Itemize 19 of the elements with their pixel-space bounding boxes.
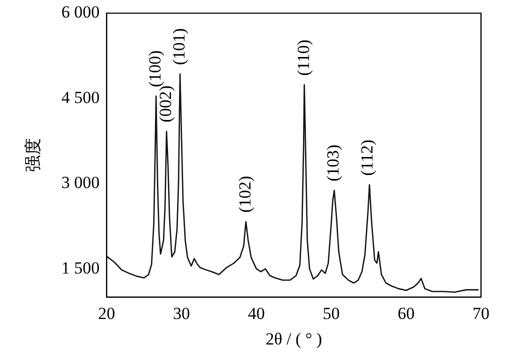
- annotation: (103): [324, 144, 343, 182]
- x-tick-label: 60: [398, 304, 415, 323]
- annotation: (100): [146, 50, 165, 88]
- x-tick-label: 70: [472, 304, 490, 323]
- x-tick-label: 20: [98, 304, 116, 323]
- x-tick-label: 40: [248, 304, 265, 323]
- annotation: (101): [169, 28, 188, 65]
- annotation: (102): [235, 176, 254, 213]
- y-tick-label: 3 000: [61, 173, 100, 192]
- y-tick-label: 4 500: [61, 88, 100, 107]
- y-axis-title: 强度: [24, 138, 43, 172]
- x-tick-label: 50: [322, 304, 340, 323]
- annotation: (002): [156, 86, 176, 122]
- y-tick-label: 6 000: [61, 2, 100, 22]
- x-tick-label: 30: [173, 304, 190, 323]
- x-axis-title: 2θ / ( ° ): [266, 329, 322, 348]
- annotation: (112): [357, 140, 376, 176]
- annotation: (110): [294, 40, 313, 76]
- y-tick-label: 1 500: [61, 258, 100, 278]
